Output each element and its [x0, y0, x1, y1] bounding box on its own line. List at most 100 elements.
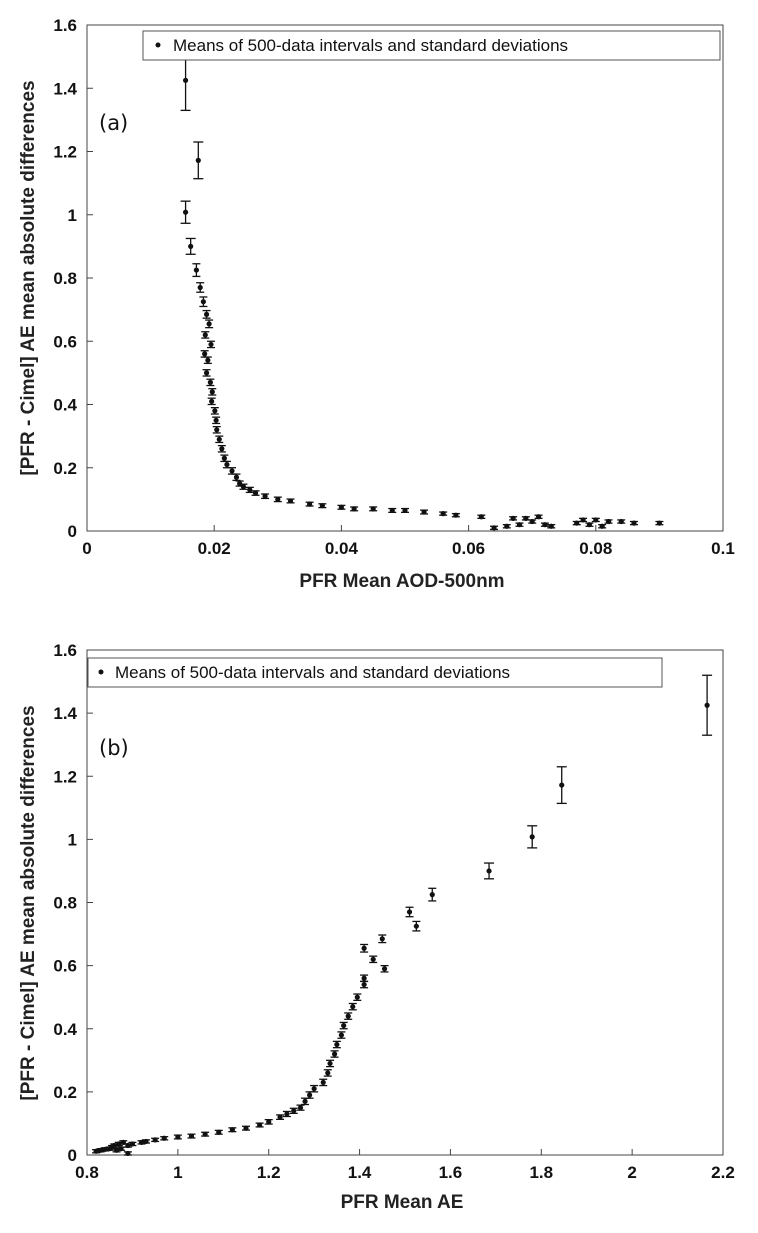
- point-marker: [319, 503, 325, 509]
- point-marker: [605, 518, 612, 525]
- plot-area-frame: [86, 24, 724, 532]
- data-point: [245, 486, 254, 494]
- data-point: [326, 1059, 335, 1068]
- point-marker: [188, 1133, 195, 1139]
- point-marker: [406, 909, 413, 915]
- data-point: [579, 517, 588, 523]
- data-point: [556, 766, 567, 805]
- point-marker: [389, 507, 395, 514]
- point-marker: [302, 1098, 308, 1104]
- data-point: [310, 1084, 319, 1093]
- point-marker: [262, 493, 268, 499]
- x-tick-label: 2: [627, 1163, 636, 1182]
- data-points: [180, 49, 664, 531]
- data-point: [428, 887, 437, 902]
- y-tick-label: 1: [68, 206, 77, 225]
- data-point: [490, 525, 499, 531]
- point-marker: [370, 506, 376, 512]
- point-marker: [161, 1135, 167, 1141]
- point-marker: [486, 868, 492, 874]
- point-marker: [311, 1086, 317, 1092]
- point-marker: [361, 945, 367, 951]
- point-marker: [529, 834, 535, 840]
- data-point: [286, 498, 295, 504]
- x-axis-label: PFR Mean AOD-500nm: [299, 571, 504, 592]
- point-marker: [516, 522, 523, 528]
- x-ticks: 0 0.02 0.04 0.06 0.08 0.1: [82, 525, 735, 558]
- point-marker: [421, 509, 427, 515]
- data-point: [151, 1137, 160, 1143]
- data-point: [296, 1104, 305, 1111]
- data-point: [305, 1091, 314, 1099]
- x-tick-label: 1: [173, 1163, 182, 1182]
- data-point: [323, 1069, 332, 1077]
- data-point: [214, 1129, 223, 1135]
- point-marker: [334, 1041, 340, 1048]
- data-point: [353, 993, 362, 1001]
- data-point: [220, 454, 229, 463]
- point-marker: [338, 504, 344, 510]
- point-marker: [535, 514, 542, 520]
- data-point: [527, 825, 538, 849]
- panel-b: 0.8 1 1.2 1.4 1.6 1.8 2 2.2 0 0.2 0.4 0.6 0.8 1 1.2 1.…: [18, 641, 735, 1213]
- point-marker: [120, 1139, 126, 1145]
- data-point: [332, 1040, 341, 1049]
- point-marker: [216, 436, 222, 442]
- data-point: [200, 350, 209, 358]
- data-point: [289, 1107, 298, 1114]
- point-marker: [350, 1004, 356, 1010]
- data-points: [92, 674, 713, 1157]
- data-point: [228, 467, 237, 475]
- data-point: [702, 674, 713, 736]
- y-axis-label: [PFR - Cimel] AE mean absolute differenc…: [18, 80, 39, 475]
- data-point: [319, 1078, 328, 1087]
- data-point: [344, 1012, 353, 1020]
- x-tick-label: 0.04: [325, 539, 359, 558]
- point-marker: [548, 523, 554, 529]
- point-marker: [209, 398, 215, 404]
- x-tick-label: 1.6: [439, 1163, 463, 1182]
- point-marker: [379, 936, 385, 942]
- data-point: [205, 319, 214, 329]
- point-marker: [559, 782, 565, 788]
- point-marker: [240, 484, 247, 490]
- data-point: [264, 1119, 273, 1125]
- plot-area-frame: [86, 649, 724, 1156]
- y-tick-label: 1.4: [53, 704, 77, 723]
- data-point: [185, 237, 196, 255]
- data-point: [207, 340, 216, 349]
- data-point: [202, 309, 211, 319]
- point-marker: [129, 1141, 136, 1147]
- y-tick-label: 1: [68, 830, 77, 849]
- data-point: [305, 501, 314, 507]
- data-point: [208, 388, 217, 396]
- legend: Means of 500-data intervals and standard…: [87, 657, 663, 688]
- point-marker: [327, 1060, 333, 1067]
- point-marker: [542, 522, 548, 528]
- point-marker: [320, 1079, 326, 1086]
- data-point: [201, 1131, 210, 1137]
- data-point: [228, 1127, 237, 1133]
- data-point: [212, 425, 221, 434]
- data-point: [380, 964, 389, 973]
- x-tick-label: 0.1: [711, 539, 735, 558]
- x-tick-label: 1.2: [257, 1163, 281, 1182]
- point-marker: [341, 1022, 347, 1029]
- point-marker: [208, 341, 214, 348]
- point-marker: [297, 1105, 304, 1111]
- point-marker: [631, 520, 637, 526]
- point-marker: [224, 461, 230, 468]
- data-point: [337, 1031, 346, 1039]
- data-point: [655, 520, 664, 526]
- data-point: [173, 1134, 182, 1140]
- point-marker: [206, 321, 212, 327]
- point-marker: [504, 523, 510, 529]
- legend-marker: [155, 42, 161, 48]
- data-point: [137, 1139, 146, 1145]
- data-point: [405, 906, 414, 918]
- data-point: [547, 523, 556, 529]
- data-point: [123, 1150, 132, 1157]
- point-marker: [197, 284, 203, 291]
- x-tick-label: 1.4: [348, 1163, 372, 1182]
